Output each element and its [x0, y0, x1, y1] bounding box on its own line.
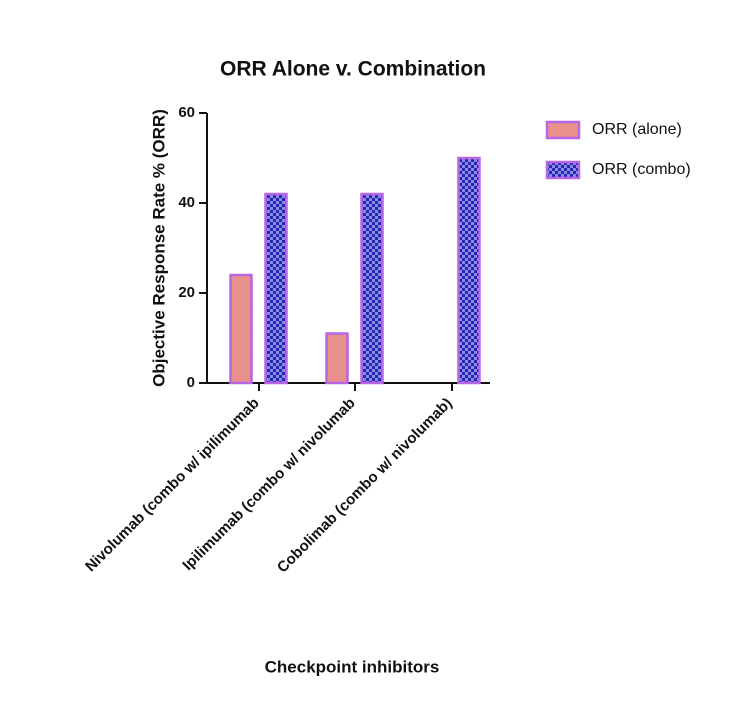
y-tick-label: 20 [178, 284, 195, 301]
y-tick-label: 0 [187, 374, 195, 391]
bar [264, 192, 288, 385]
bar [457, 156, 481, 385]
bar [229, 273, 253, 385]
legend-swatch [545, 160, 581, 180]
chart-title: ORR Alone v. Combination [220, 58, 486, 81]
x-axis-label: Checkpoint inhibitors [265, 657, 440, 676]
legend-swatch [545, 120, 581, 140]
x-tick-label: Nivolumab (combo w/ ipilimumab [82, 395, 263, 576]
x-tick-label: Cobolimab (combo w/ nivolumab) [274, 395, 456, 577]
x-tick-label: Ipilimumab (combo w/ nivolumab [179, 395, 358, 574]
legend-label: ORR (combo) [592, 161, 691, 178]
y-axis-label: Objective Response Rate % (ORR) [149, 109, 168, 387]
bar [360, 192, 384, 385]
legend-label: ORR (alone) [592, 121, 682, 138]
y-tick-label: 60 [178, 104, 195, 121]
bar [325, 332, 349, 385]
y-tick-label: 40 [178, 194, 195, 211]
